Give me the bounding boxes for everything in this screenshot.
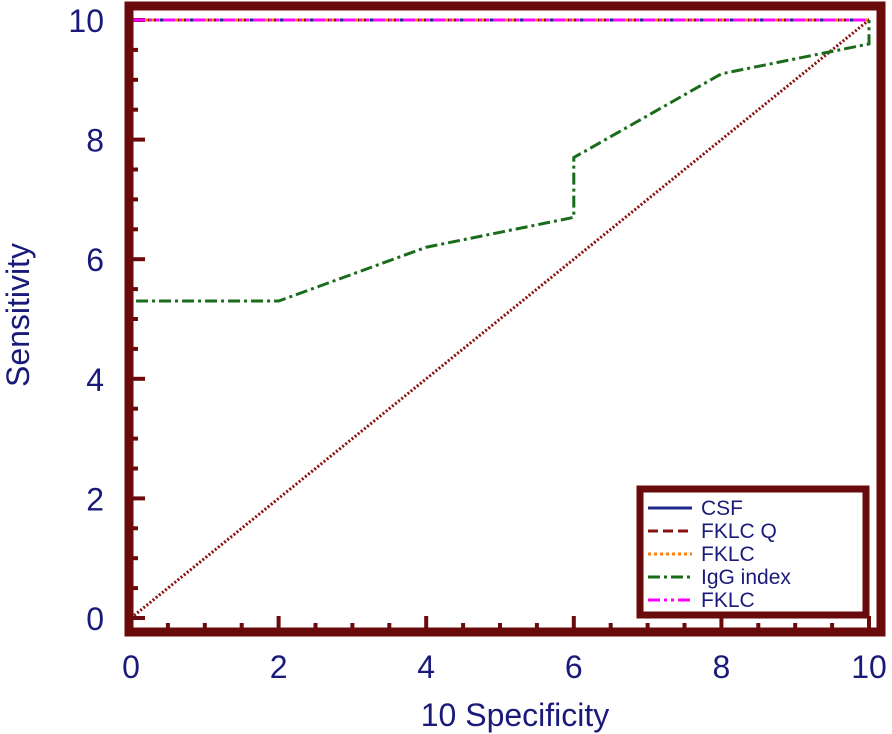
y-tick-label: 4 — [86, 362, 104, 398]
x-axis-title: 10 Specificity — [421, 697, 610, 733]
y-tick-label: 0 — [86, 601, 104, 637]
y-axis-title: Sensitivity — [0, 243, 36, 387]
tick-labels-layer: 0 2 4 6 8 10 0 2 4 6 8 10 — [68, 3, 886, 685]
legend-label: FKLC — [701, 543, 755, 566]
plot-frame — [124, 1, 886, 637]
y-tick-label: 6 — [86, 242, 104, 278]
x-tick-label: 10 — [851, 649, 887, 685]
y-tick-label: 2 — [86, 481, 104, 517]
legend-label: IgG index — [701, 566, 791, 589]
x-tick-label: 6 — [565, 649, 583, 685]
x-tick-label: 2 — [270, 649, 288, 685]
y-tick-label: 8 — [86, 123, 104, 159]
x-tick-label: 4 — [417, 649, 435, 685]
y-tick-label: 10 — [68, 3, 104, 39]
series-line-5 — [129, 18, 869, 618]
legend-label: FKLC — [701, 589, 755, 612]
legend-box — [636, 485, 870, 619]
legend-label: FKLC Q — [701, 520, 777, 543]
x-tick-label: 8 — [713, 649, 731, 685]
x-tick-label: 0 — [122, 649, 140, 685]
legend-label: CSF — [701, 497, 743, 520]
